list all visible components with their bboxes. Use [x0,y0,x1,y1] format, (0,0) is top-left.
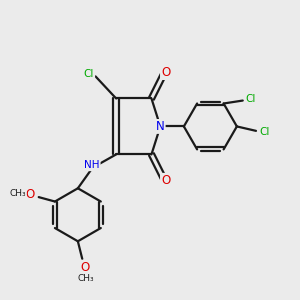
Text: NH: NH [84,160,100,170]
Text: CH₃: CH₃ [77,274,94,284]
Text: O: O [26,188,35,201]
Text: O: O [161,174,170,187]
Text: Cl: Cl [259,127,269,137]
Text: Cl: Cl [246,94,256,104]
Text: O: O [161,66,170,79]
Text: CH₃: CH₃ [9,189,26,198]
Text: O: O [81,261,90,274]
Text: N: N [156,120,165,133]
Text: Cl: Cl [84,69,94,79]
